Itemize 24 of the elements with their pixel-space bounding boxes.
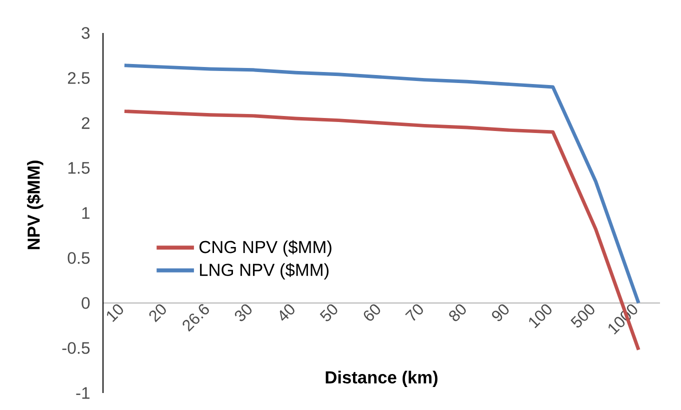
y-tick-label: -1 [76,387,90,399]
x-tick-label: 20 [149,304,166,322]
y-tick-label: 2.5 [68,72,90,84]
y-axis-title: NPV ($MM) [26,160,44,250]
x-tick-label: 80 [449,304,466,322]
y-tick-label: 2 [82,117,90,129]
x-tick-label: 50 [320,304,338,322]
x-tick-label: 90 [492,304,509,322]
x-tick-label: 500 [570,304,594,328]
x-axis-title: Distance (km) [326,370,438,387]
y-tick-label: -0.5 [62,342,90,354]
x-tick-label: 10 [106,304,124,322]
x-tick-label: 70 [405,304,423,321]
x-tick-label: 40 [280,304,294,321]
x-tick-label: 60 [364,304,380,321]
y-tick-label: 3 [82,27,90,39]
y-tick-label: 0 [82,297,90,309]
legend-label: CNG NPV ($MM) [200,240,332,257]
x-tick-label: 30 [234,304,252,322]
legend-label: LNG NPV ($MM) [200,263,329,280]
y-tick-label: 0.5 [68,252,90,264]
x-tick-label: 100 [529,304,552,328]
y-tick-label: 1.5 [68,162,90,174]
y-tick-label: 1 [82,207,90,219]
